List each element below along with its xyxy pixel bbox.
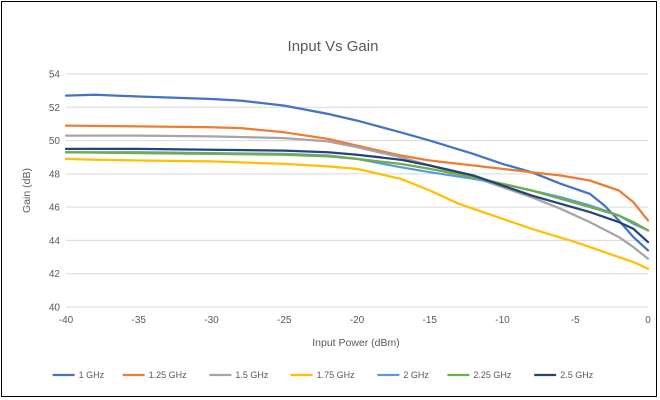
x-tick-label: -30 (204, 315, 219, 326)
legend-label: 2.25 GHz (473, 370, 512, 380)
x-axis-ticks: -40 -35 -30 -25 -20 -15 -10 -5 0 (59, 315, 651, 326)
x-tick-label: -40 (59, 315, 74, 326)
x-tick-label: 0 (645, 315, 651, 326)
y-tick-label: 50 (49, 136, 61, 147)
x-axis-label: Input Power (dBm) (312, 337, 400, 349)
series-line (64, 124, 650, 222)
y-tick-label: 42 (49, 269, 61, 280)
y-tick-label: 44 (49, 236, 61, 247)
x-tick-label: -20 (350, 315, 365, 326)
chart-title: Input Vs Gain (288, 38, 379, 55)
x-tick-label: -35 (132, 315, 147, 326)
y-tick-label: 48 (49, 169, 61, 180)
x-tick-label: -15 (423, 315, 438, 326)
legend-label: 1 GHz (79, 370, 105, 380)
series-line (64, 93, 650, 252)
series-line (64, 147, 650, 244)
series-lines (64, 93, 650, 270)
y-axis-label: Gain (dB) (21, 168, 33, 213)
legend-label: 1.75 GHz (317, 370, 356, 380)
y-tick-label: 46 (49, 203, 61, 214)
y-axis-ticks: 40 42 44 46 48 50 52 54 (49, 70, 61, 314)
legend-label: 1.5 GHz (235, 370, 269, 380)
series-line (64, 151, 650, 232)
y-tick-label: 54 (49, 70, 61, 81)
legend: 1 GHz 1.25 GHz 1.5 GHz 1.75 GHz 2 GHz 2.25 GH… (52, 370, 594, 380)
gridlines (66, 73, 648, 308)
series-line (64, 157, 650, 270)
legend-label: 2 GHz (403, 370, 429, 380)
legend-label: 1.25 GHz (149, 370, 188, 380)
y-tick-label: 52 (49, 103, 61, 114)
series-line (64, 151, 650, 232)
x-tick-label: -5 (571, 315, 580, 326)
legend-label: 2.5 GHz (560, 370, 594, 380)
x-tick-label: -10 (495, 315, 510, 326)
y-tick-label: 40 (49, 303, 61, 314)
x-tick-label: -25 (277, 315, 292, 326)
